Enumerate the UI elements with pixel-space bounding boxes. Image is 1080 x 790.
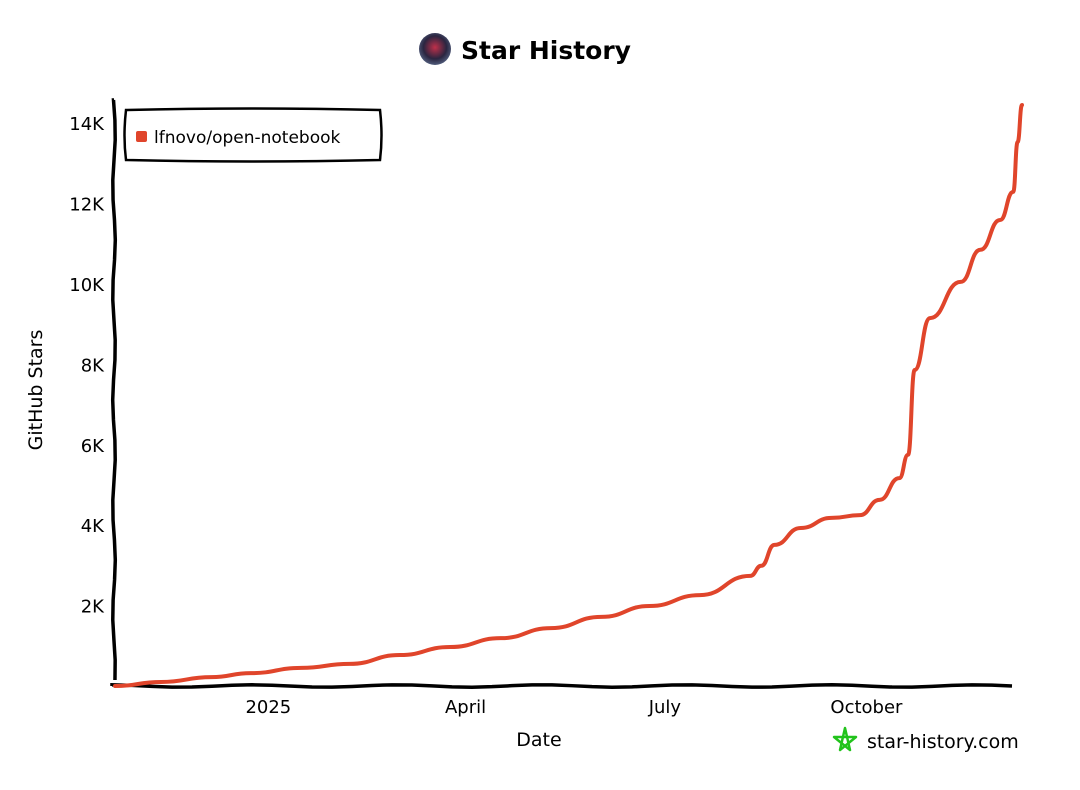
star-icon: [832, 726, 858, 752]
series-lines: [113, 103, 1024, 688]
watermark-text[interactable]: star-history.com: [867, 731, 1019, 753]
x-axis-line: [110, 683, 1013, 689]
y-tick-label: 14K: [69, 114, 105, 135]
axes: [110, 98, 1013, 689]
y-tick-label: 12K: [69, 195, 105, 216]
y-tick-label: 4K: [81, 516, 105, 537]
legend-box: [123, 107, 383, 163]
y-tick-label: 6K: [81, 436, 105, 457]
x-axis-ticks: 2025 April July October: [245, 697, 903, 718]
y-axis-ticks: 2K 4K 6K 8K 10K 12K 14K: [69, 114, 105, 617]
watermark[interactable]: star-history.com: [832, 726, 1019, 753]
legend: lfnovo/open-notebook: [123, 107, 383, 163]
x-tick-label: July: [648, 697, 682, 718]
avatar: [419, 33, 451, 65]
legend-swatch: [136, 131, 147, 142]
y-tick-label: 2K: [81, 597, 105, 618]
y-axis-line: [110, 98, 118, 681]
legend-entry: lfnovo/open-notebook: [154, 128, 341, 148]
chart-title: Star History: [461, 36, 631, 65]
y-tick-label: 10K: [69, 275, 105, 296]
x-tick-label: 2025: [245, 697, 291, 718]
series-line: [113, 103, 1024, 688]
y-axis-label: GitHub Stars: [25, 330, 47, 451]
x-tick-label: October: [830, 697, 903, 718]
y-tick-label: 8K: [81, 355, 105, 376]
x-tick-label: April: [445, 697, 486, 718]
x-axis-label: Date: [516, 729, 561, 751]
